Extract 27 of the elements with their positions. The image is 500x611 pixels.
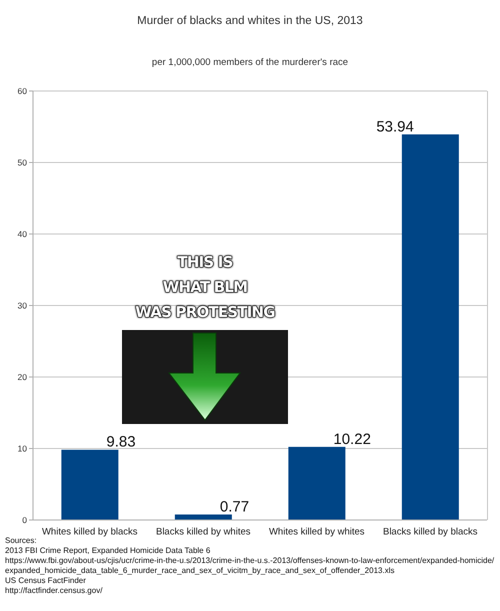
- x-tick-label: Whites killed by blacks: [42, 526, 138, 538]
- y-tick-label: 40: [18, 229, 28, 240]
- bar: [402, 134, 459, 520]
- annotation: THIS IS WHAT BLM WAS PROTESTING: [135, 252, 275, 323]
- bar: [288, 446, 346, 520]
- x-tick-label: Blacks killed by blacks: [382, 526, 478, 538]
- text: http://factfinder.census.gov/: [5, 586, 102, 595]
- chart-title: Murder of blacks and whites in the US, 2013: [136, 15, 364, 27]
- text: US Census FactFinder: [5, 576, 86, 585]
- y-tick-label: 60: [18, 86, 28, 96]
- data-label: 9.83: [106, 434, 136, 451]
- text: 2013 FBI Crime Report, Expanded Homicide Data Table 6: [5, 546, 210, 555]
- chart-subtitle: per 1,000,000 members of the murderer's race: [150, 57, 350, 68]
- y-tick-label: 30: [18, 300, 28, 311]
- x-tick-label: Blacks killed by whites: [156, 526, 251, 538]
- bar: [61, 450, 118, 520]
- x-tick-label: Whites killed by whites: [268, 526, 365, 538]
- y-tick-label: 0: [22, 515, 28, 526]
- y-tick-label: 20: [18, 372, 28, 382]
- y-tick-label: 50: [18, 158, 28, 168]
- data-label: 53.94: [376, 118, 414, 136]
- y-tick-label: 10: [18, 444, 28, 454]
- text: https://www.fbi.gov/about-us/cjis/ucr/crime-in-the-u.s/2013/crime-in-the-u.s.-2013/offenses-known-to-law-enforcement/expanded-homicide/expanded_homicide_data_table_6_murder_race_and_sex_of_vicitm_by_race_and_sex_of_offender_2013.xls: [5, 556, 494, 575]
- data-label: 0.77: [220, 498, 250, 516]
- bar: [174, 514, 232, 520]
- data-label: 10.22: [333, 430, 371, 448]
- source-note: Sources:: [5, 536, 37, 545]
